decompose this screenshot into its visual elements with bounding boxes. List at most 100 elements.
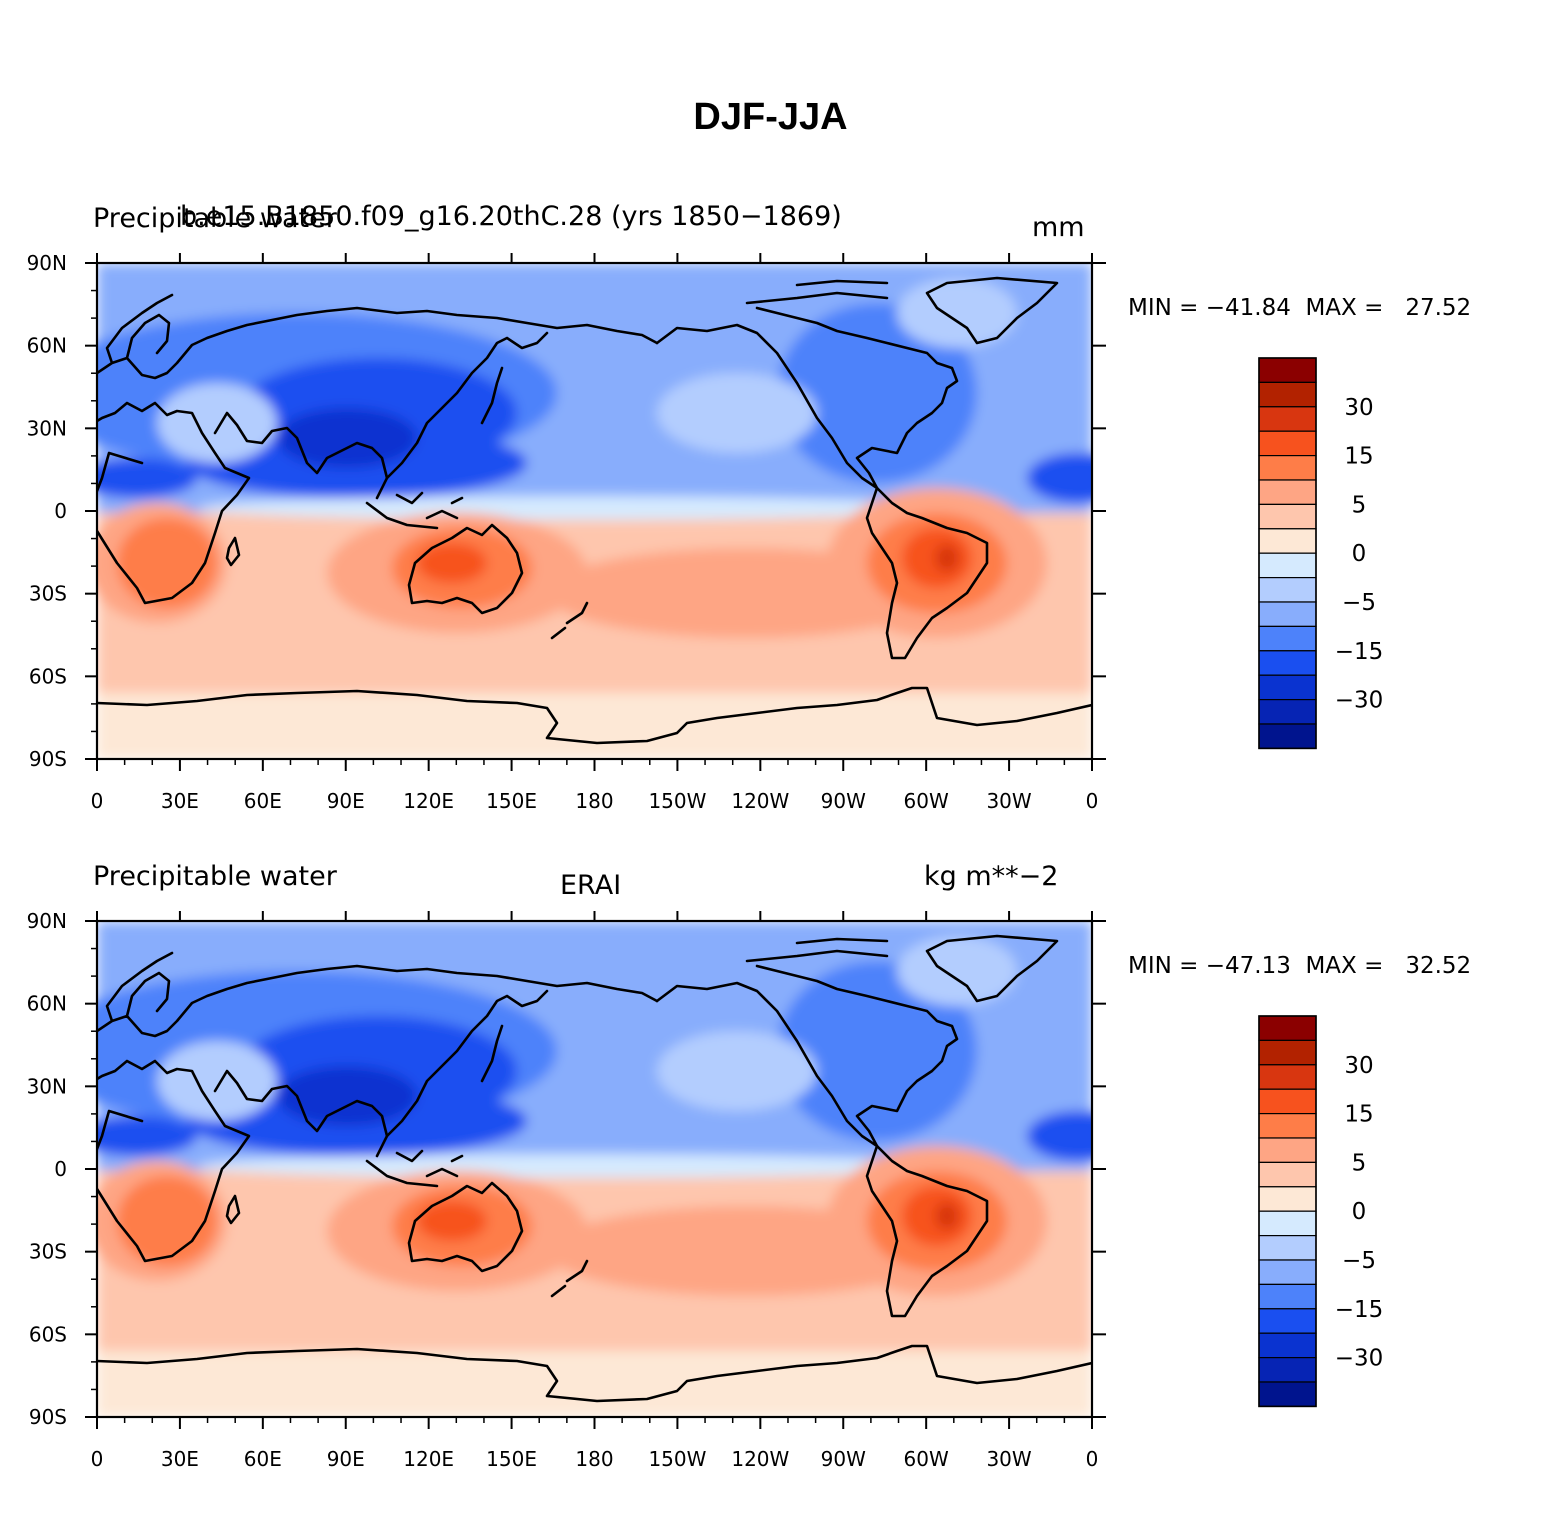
field-region: [547, 548, 947, 638]
y-tick-label: 30N: [27, 1074, 67, 1098]
colorbar-frame: [1258, 357, 1317, 750]
field-region: [197, 1154, 957, 1178]
panel-2-left-label: Precipitable water: [93, 861, 337, 892]
colorbar-label: 15: [1344, 1102, 1373, 1128]
y-tick-label: 90S: [29, 747, 67, 771]
y-tick-label: 60S: [29, 664, 67, 688]
field-region: [657, 373, 817, 453]
x-tick-label: 30W: [986, 1447, 1031, 1471]
x-tick-label: 90W: [821, 1447, 866, 1471]
colorbar-swatch: [1258, 381, 1317, 408]
colorbar-swatch: [1258, 357, 1317, 383]
x-tick-label: 60E: [244, 789, 282, 813]
colorbar-swatch: [1258, 552, 1317, 579]
field-region: [417, 1201, 487, 1241]
y-tick-label: 90N: [27, 909, 67, 933]
figure-title: DJF-JJA: [693, 96, 848, 138]
y-tick-label: 0: [54, 1157, 67, 1181]
colorbar-label: 5: [1352, 492, 1367, 518]
colorbar-swatch: [1258, 1186, 1317, 1212]
field-region: [777, 303, 977, 483]
field-region: [117, 1176, 217, 1266]
x-tick-label: 120E: [403, 789, 454, 813]
x-tick-label: 0: [91, 789, 104, 813]
field-region: [1027, 453, 1092, 503]
colorbar-label: −30: [1335, 1346, 1384, 1372]
panel-1-field: [97, 263, 1092, 759]
y-tick-label: 30S: [29, 582, 67, 606]
field-region: [1027, 1111, 1092, 1161]
colorbar-swatch: [1258, 528, 1317, 554]
field-region: [935, 1202, 959, 1230]
y-tick-label: 60N: [27, 334, 67, 358]
field-region: [547, 1206, 947, 1296]
colorbar-swatch: [1258, 576, 1317, 603]
colorbar-label: 15: [1344, 444, 1373, 470]
colorbar-label: −5: [1342, 1248, 1376, 1274]
x-tick-label: 180: [575, 1447, 613, 1471]
x-tick-label: 120W: [731, 1447, 789, 1471]
map-panel-2: 0 30E 60E 90E 120E 150E 180 150W 120W 90W 60W 30W 09…: [27, 909, 1106, 1471]
field-region: [935, 544, 959, 572]
y-tick-label: 0: [54, 499, 67, 523]
y-tick-label: 90S: [29, 1405, 67, 1429]
panel-1-units-label: mm: [1032, 212, 1085, 243]
panel-2-min-max: MIN = −47.13 MAX = 32.52: [1128, 953, 1472, 979]
x-tick-label: 60W: [904, 789, 949, 813]
x-tick-label: 90E: [327, 1447, 365, 1471]
colorbar-label: −30: [1335, 688, 1384, 714]
field-region: [117, 518, 217, 608]
colorbar-swatch: [1258, 1234, 1317, 1261]
colorbar-swatch: [1258, 674, 1317, 701]
y-tick-label: 90N: [27, 251, 67, 275]
colorbar-frame: [1258, 1015, 1317, 1408]
field-region: [97, 1351, 1092, 1417]
colorbar-swatch: [1258, 1381, 1317, 1407]
colorbar-swatch: [1258, 1283, 1317, 1310]
panel-2-units-label: kg m**−2: [924, 861, 1059, 892]
colorbar-swatch: [1258, 723, 1317, 749]
colorbar-swatch: [1258, 1015, 1317, 1041]
x-tick-label: 180: [575, 789, 613, 813]
colorbar-swatch: [1258, 455, 1317, 481]
x-tick-label: 120W: [731, 789, 789, 813]
field-region: [277, 408, 417, 468]
panel-2-field: [97, 921, 1092, 1417]
field-region: [97, 693, 1092, 759]
x-tick-label: 30W: [986, 789, 1031, 813]
colorbar-swatch: [1258, 1137, 1317, 1163]
field-region: [657, 1031, 817, 1111]
field-region: [777, 961, 977, 1141]
panel-2-center-label: ERAI: [560, 870, 622, 901]
x-tick-label: 150W: [648, 1447, 706, 1471]
x-tick-label: 90W: [821, 789, 866, 813]
x-tick-label: 0: [1086, 789, 1099, 813]
field-region: [157, 383, 277, 463]
colorbar-swatch: [1258, 698, 1317, 725]
colorbar-label: 0: [1352, 541, 1367, 567]
colorbar-swatch: [1258, 1161, 1317, 1188]
x-tick-label: 30E: [161, 1447, 199, 1471]
field-region: [417, 543, 487, 583]
panel-1-left-label: Precipitable water: [93, 203, 337, 234]
colorbar-label: 5: [1352, 1150, 1367, 1176]
field-region: [157, 1041, 277, 1121]
colorbar-swatch: [1258, 430, 1317, 457]
colorbar-label: 30: [1344, 395, 1373, 421]
field-region: [897, 278, 1017, 348]
y-tick-label: 30N: [27, 416, 67, 440]
x-tick-label: 150E: [486, 789, 537, 813]
x-tick-label: 120E: [403, 1447, 454, 1471]
colorbar-label: −15: [1335, 639, 1384, 665]
field-region: [97, 458, 197, 498]
field-region: [277, 1066, 417, 1126]
colorbar-swatch: [1258, 406, 1317, 432]
colorbar-swatch: [1258, 650, 1317, 676]
x-tick-label: 60W: [904, 1447, 949, 1471]
colorbar-swatch: [1258, 601, 1317, 627]
colorbar-label: −15: [1335, 1297, 1384, 1323]
x-tick-label: 60E: [244, 1447, 282, 1471]
colorbar-swatch: [1258, 1332, 1317, 1359]
y-tick-label: 30S: [29, 1240, 67, 1264]
